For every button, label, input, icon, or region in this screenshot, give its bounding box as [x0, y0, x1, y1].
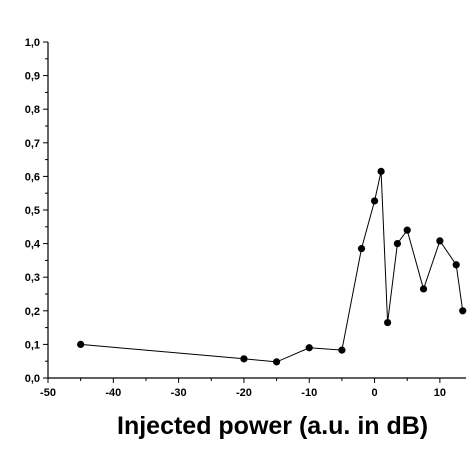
- data-point-8: [384, 318, 392, 327]
- data-point-6: [370, 197, 379, 205]
- y-tick-label: 1,0: [25, 37, 40, 49]
- y-tick-label: 0,7: [25, 138, 40, 150]
- data-point-9: [393, 240, 402, 248]
- y-tick-label: 0,6: [25, 171, 40, 183]
- y-tick-label: 0,2: [25, 306, 40, 318]
- data-point-10: [403, 226, 411, 234]
- data-point-7: [377, 167, 385, 175]
- x-tick-label: -10: [301, 387, 317, 399]
- y-tick-label: 0,8: [25, 104, 40, 116]
- data-point-14: [459, 307, 467, 315]
- y-tick-label: 0,4: [25, 239, 41, 251]
- y-tick-label: 0,0: [25, 373, 40, 385]
- y-tick-label: 0,5: [25, 205, 40, 217]
- data-point-11: [419, 285, 428, 293]
- x-tick-label: 10: [434, 387, 446, 399]
- data-point-4: [338, 346, 346, 354]
- plot-area: [77, 167, 467, 366]
- y-tick-label: 0,1: [25, 339, 40, 351]
- data-point-2: [272, 358, 281, 366]
- series-line: [80, 171, 464, 363]
- y-tick-label: 0,9: [25, 71, 40, 83]
- y-ticks: 0,0 0,1 0,2 0,3 0,4 0,5 0,6 0,7 0,8 0,9 1,0: [25, 37, 48, 385]
- x-axis-title: Injected power (a.u. in dB): [117, 412, 428, 440]
- x-tick-label: -40: [105, 387, 121, 399]
- x-tick-label: -30: [171, 387, 187, 399]
- y-axis: 0,0 0,1 0,2 0,3 0,4 0,5 0,6 0,7 0,8 0,9 1,0: [25, 37, 49, 385]
- data-points: [77, 167, 467, 366]
- x-tick-label: -20: [236, 387, 252, 399]
- x-tick-label: -50: [40, 387, 56, 399]
- x-tick-label: 0: [372, 387, 378, 399]
- data-point-5: [357, 245, 366, 253]
- x-ticks: -50 -40 -30 -20 -10 0 10: [40, 378, 446, 399]
- data-point-1: [240, 355, 248, 363]
- data-point-0: [77, 340, 85, 348]
- data-point-12: [436, 237, 444, 245]
- data-point-13: [452, 261, 460, 269]
- data-point-3: [305, 344, 313, 352]
- y-tick-label: 0,3: [25, 272, 40, 284]
- x-axis: -50 -40 -30 -20 -10 0 10: [40, 377, 466, 399]
